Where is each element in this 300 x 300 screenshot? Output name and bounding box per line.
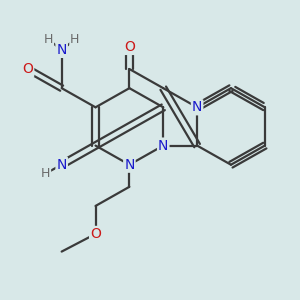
Text: H: H <box>41 167 50 180</box>
Text: N: N <box>124 158 135 172</box>
Text: N: N <box>56 43 67 57</box>
Text: H: H <box>70 33 80 46</box>
Text: N: N <box>158 139 168 153</box>
Text: H: H <box>44 33 53 46</box>
Text: O: O <box>22 62 33 76</box>
Text: O: O <box>124 40 135 54</box>
Text: N: N <box>192 100 202 114</box>
Text: O: O <box>90 227 101 241</box>
Text: N: N <box>56 158 67 172</box>
